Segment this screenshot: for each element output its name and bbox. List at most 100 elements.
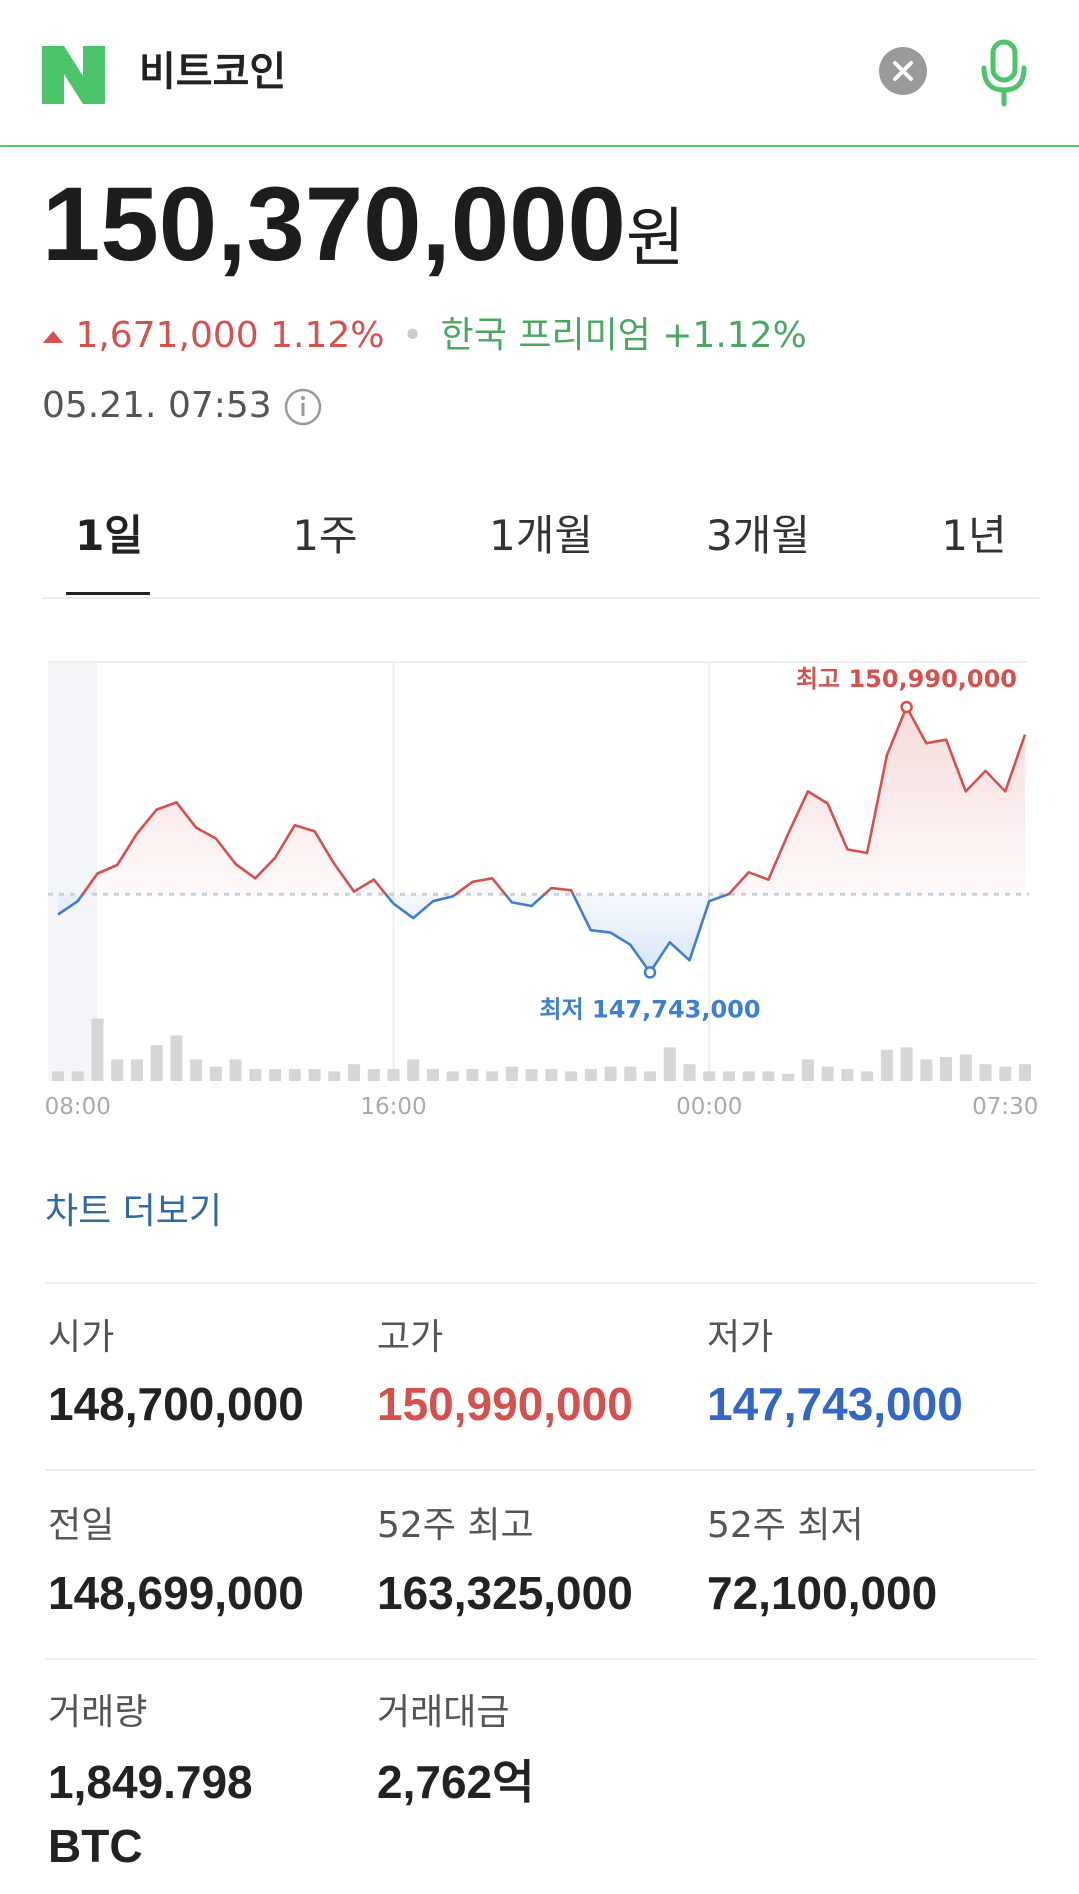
stat-value: 148,699,000	[48, 1567, 304, 1619]
volume-bar	[209, 1066, 222, 1081]
tab[interactable]: 1년	[941, 511, 1007, 560]
separator	[46, 1282, 1036, 1284]
volume-bar	[229, 1059, 242, 1081]
volume-bar	[841, 1069, 854, 1081]
stat-label: 52주 최저	[707, 1505, 864, 1546]
volume-bar	[486, 1071, 499, 1081]
volume-bar	[308, 1069, 321, 1081]
volume-bar	[683, 1064, 696, 1081]
price: 150,370,000원	[42, 172, 685, 277]
volume-bar	[979, 1064, 992, 1081]
volume-bar	[190, 1059, 203, 1081]
low-marker	[643, 966, 657, 979]
change-row: 1,671,000 1.12% • 한국 프리미엄 +1.12%	[42, 318, 807, 354]
stat-label: 거래량	[48, 1692, 148, 1733]
volume-bar	[999, 1066, 1012, 1081]
stat-value: 1,849.798 BTC	[48, 1756, 253, 1872]
stat-value: 147,743,000	[707, 1378, 963, 1430]
volume-bar	[861, 1071, 874, 1081]
stat-label: 전일	[48, 1505, 115, 1546]
volume-bar	[71, 1071, 84, 1081]
pre-session-band	[48, 662, 97, 1081]
x-tick-label: 08:00	[45, 1094, 111, 1120]
quote-time: 05.21. 07:53	[42, 387, 323, 427]
volume-bar	[604, 1066, 617, 1081]
tab[interactable]: 1개월	[488, 511, 593, 560]
stat-label: 고가	[377, 1317, 444, 1358]
volume-bar	[762, 1071, 775, 1081]
mic-button[interactable]	[976, 38, 1032, 108]
volume-bar	[959, 1054, 972, 1081]
x-tick-label: 00:00	[676, 1094, 742, 1120]
price-value: 150,370,000	[42, 166, 626, 283]
high-marker	[900, 700, 913, 714]
volume-bar	[545, 1069, 558, 1081]
separator	[46, 1658, 1036, 1660]
change-pct: 1.12%	[270, 315, 385, 356]
stat-value: 148,700,000	[48, 1378, 304, 1430]
stat-label: 거래대금	[377, 1692, 510, 1733]
volume-bar	[565, 1071, 578, 1081]
volume-bar	[900, 1047, 913, 1081]
stat-value: 163,325,000	[377, 1567, 633, 1619]
volume-bar	[782, 1073, 795, 1081]
stat-label: 저가	[707, 1317, 774, 1358]
volume-bar	[328, 1071, 341, 1081]
chart: 08:00 16:00 00:00 07:30 최고 150,990,000 최저 147…	[45, 661, 1038, 1120]
volume-bar	[920, 1059, 933, 1081]
volume-bar	[703, 1071, 716, 1081]
volume-bar	[446, 1071, 459, 1081]
volume-bar	[525, 1069, 538, 1081]
volume-bar	[387, 1069, 400, 1081]
stat-value: 72,100,000	[707, 1567, 938, 1619]
volume-bar	[269, 1069, 282, 1081]
volume-bar	[288, 1069, 301, 1081]
change: 1,671,000	[75, 315, 259, 356]
volume-bar	[52, 1071, 64, 1081]
volume-bar	[1019, 1064, 1031, 1081]
tab[interactable]: 3개월	[705, 511, 810, 560]
premium: 한국 프리미엄 +1.12%	[440, 315, 807, 356]
logo[interactable]	[42, 46, 105, 104]
volume-bar	[505, 1066, 518, 1081]
tab-underline	[66, 592, 150, 595]
price-line	[57, 705, 1027, 974]
low-label: 최저 147,743,000	[540, 995, 761, 1023]
volume-bar	[426, 1069, 439, 1081]
stat-value: 150,990,000	[377, 1378, 633, 1430]
time: 05.21. 07:53	[42, 385, 272, 426]
volume-bar	[407, 1059, 420, 1081]
dot: •	[401, 315, 424, 356]
volume-bar	[466, 1069, 479, 1081]
stat-label: 시가	[48, 1317, 115, 1358]
x-tick-label: 16:00	[360, 1094, 426, 1120]
volume-bar	[644, 1071, 657, 1081]
volume-bar	[130, 1059, 143, 1081]
info-icon[interactable]	[283, 387, 323, 427]
volume-bar	[821, 1066, 834, 1081]
volume-bar	[663, 1047, 676, 1081]
volume-bar	[624, 1066, 637, 1081]
area-fill	[58, 707, 1025, 973]
volume-bar	[170, 1035, 183, 1081]
high-label: 최고 150,990,000	[796, 665, 1017, 693]
volume-bar	[150, 1045, 163, 1081]
tab[interactable]: 1주	[292, 511, 358, 560]
volume-bar	[249, 1069, 262, 1081]
more-chart-link[interactable]: 차트 더보기	[45, 1191, 223, 1232]
tab-separator	[42, 597, 1039, 599]
volume-bar	[742, 1071, 755, 1081]
volume-bar	[940, 1057, 953, 1081]
volume-bar	[348, 1064, 361, 1081]
volume-bar	[584, 1069, 597, 1081]
search-query[interactable]: 비트코인	[139, 49, 287, 95]
clear-button[interactable]	[879, 47, 927, 95]
up-triangle	[43, 331, 63, 343]
volume-bar	[801, 1059, 814, 1081]
x-tick-label: 07:30	[972, 1094, 1038, 1120]
price-unit: 원	[625, 202, 685, 274]
tab[interactable]: 1일	[75, 511, 143, 560]
separator	[46, 1469, 1036, 1471]
stat-value: 2,762억	[377, 1756, 535, 1808]
